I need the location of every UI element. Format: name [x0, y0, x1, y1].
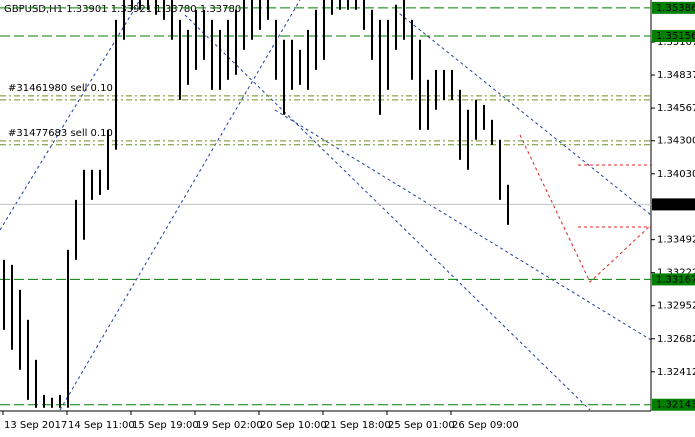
- trend-line: [184, 14, 591, 411]
- x-tick-label: 15 Sep 19:00: [132, 420, 199, 431]
- level-box: [652, 29, 695, 42]
- level-box: [652, 1, 695, 14]
- y-tick-label: 1.34837: [657, 70, 695, 81]
- level-label: 1.35386: [656, 3, 695, 14]
- trend-line: [59, 0, 301, 411]
- x-tick-label: 21 Sep 18:00: [324, 420, 391, 431]
- current-price-box: [652, 198, 695, 211]
- y-tick-label: 1.34567: [657, 103, 695, 114]
- level-label: 1.32143: [656, 400, 695, 411]
- current-price-label: 1.33780: [656, 199, 695, 210]
- order-label: #31477683 sell 0.10: [8, 128, 113, 139]
- y-tick-label: 1.33222: [657, 268, 695, 279]
- x-tick-label: 13 Sep 2017: [4, 420, 67, 431]
- x-tick-label: 25 Sep 01:00: [388, 420, 455, 431]
- y-tick-label: 1.33492: [657, 235, 695, 246]
- x-tick-label: 26 Sep 09:00: [452, 420, 519, 431]
- x-tick-label: 20 Sep 10:00: [260, 420, 327, 431]
- projection-line: [519, 134, 651, 283]
- y-tick-label: 1.34030: [657, 169, 695, 180]
- level-box: [652, 398, 695, 411]
- trend-line: [274, 109, 651, 341]
- x-tick-label: 14 Sep 11:00: [68, 420, 135, 431]
- y-tick-label: 1.34300: [657, 136, 695, 147]
- y-tick-label: 1.32412: [657, 367, 695, 378]
- x-tick-label: 19 Sep 02:00: [196, 420, 263, 431]
- chart-title: GBPUSD,H1 1.33901 1.33921 1.33780 1.3378…: [4, 4, 241, 15]
- y-tick-label: 1.32682: [657, 334, 695, 345]
- y-tick-label: 1.32952: [657, 301, 695, 312]
- level-label: 1.35156: [656, 31, 695, 42]
- order-label: #31461980 sell 0.10: [8, 83, 113, 94]
- y-tick-label: 1.35107: [657, 37, 695, 48]
- level-box: [652, 273, 695, 286]
- trend-line: [394, 9, 651, 216]
- level-label: 1.33167: [656, 274, 695, 285]
- plot-area: [0, 0, 651, 408]
